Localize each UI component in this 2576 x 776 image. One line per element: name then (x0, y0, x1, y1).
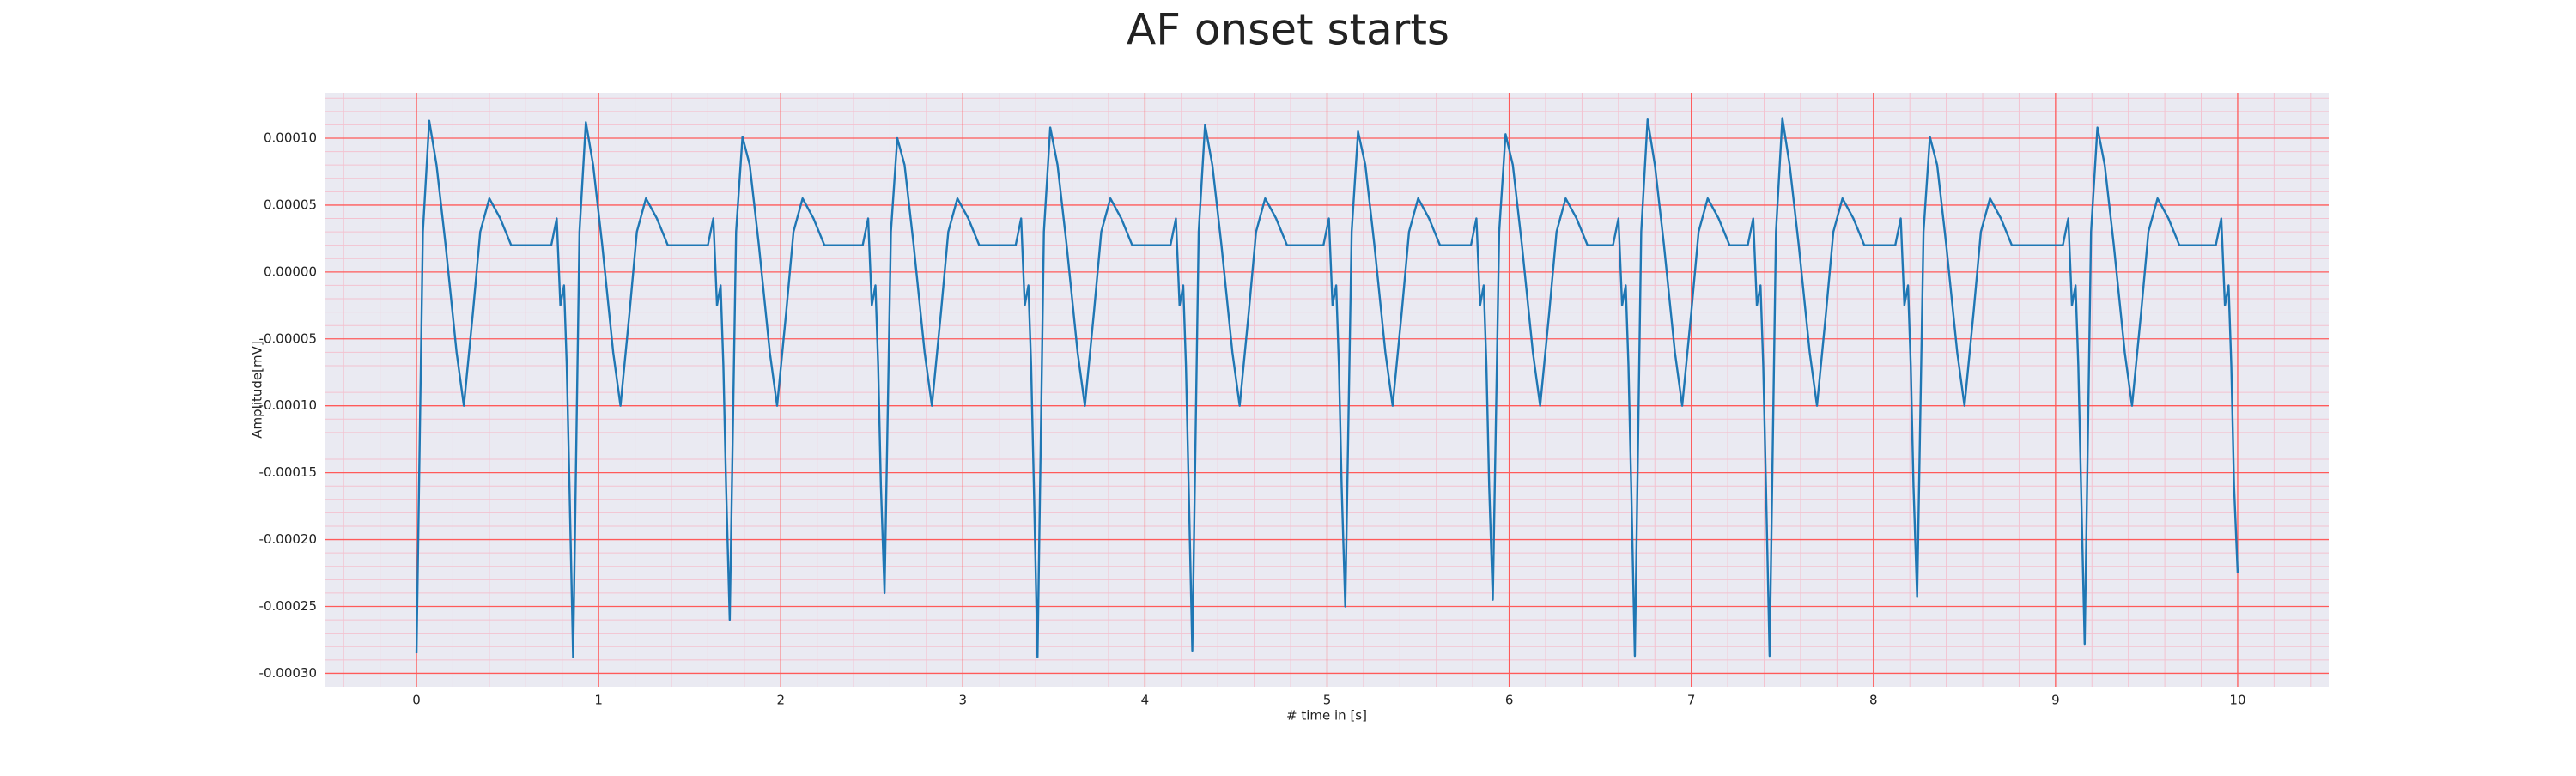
y-tick-label: -0.00025 (259, 598, 317, 614)
y-tick-label: 0.00010 (264, 130, 317, 145)
x-tick-label: 7 (1687, 693, 1696, 708)
grid (325, 93, 2329, 687)
y-tick-label: 0.00005 (264, 197, 317, 212)
x-tick-label: 8 (1869, 693, 1878, 708)
y-axis-label: Amplitude[mV] (250, 341, 265, 438)
y-tick-label: -0.00020 (259, 531, 317, 547)
y-tick-label: -0.00030 (259, 665, 317, 681)
x-tick-label: 1 (594, 693, 603, 708)
y-tick-label: 0.00000 (264, 264, 317, 279)
line (415, 117, 2239, 658)
x-axis-label: # time in [s] (1286, 708, 1367, 724)
x-tick-label: 2 (776, 693, 785, 708)
labels: 0 1 2 3 4 5 6 7 8 9 10 -0.00030 -0.00025 -0.00020 -0.0… (259, 130, 2246, 707)
y-tick-label: -0.00015 (259, 464, 317, 480)
x-tick-label: 6 (1505, 693, 1514, 708)
y-tick-label: -0.00005 (259, 330, 317, 346)
marks (415, 117, 2239, 658)
x-tick-label: 4 (1141, 693, 1150, 708)
x-tick-label: 0 (412, 693, 421, 708)
y-tick-label: -0.00010 (259, 397, 317, 413)
chart-title: AF onset starts (1127, 5, 1449, 55)
x-tick-label: 5 (1323, 693, 1332, 708)
x-tick-label: 9 (2051, 693, 2060, 708)
x-tick-label: 10 (2229, 693, 2245, 708)
x-tick-label: 3 (959, 693, 968, 708)
